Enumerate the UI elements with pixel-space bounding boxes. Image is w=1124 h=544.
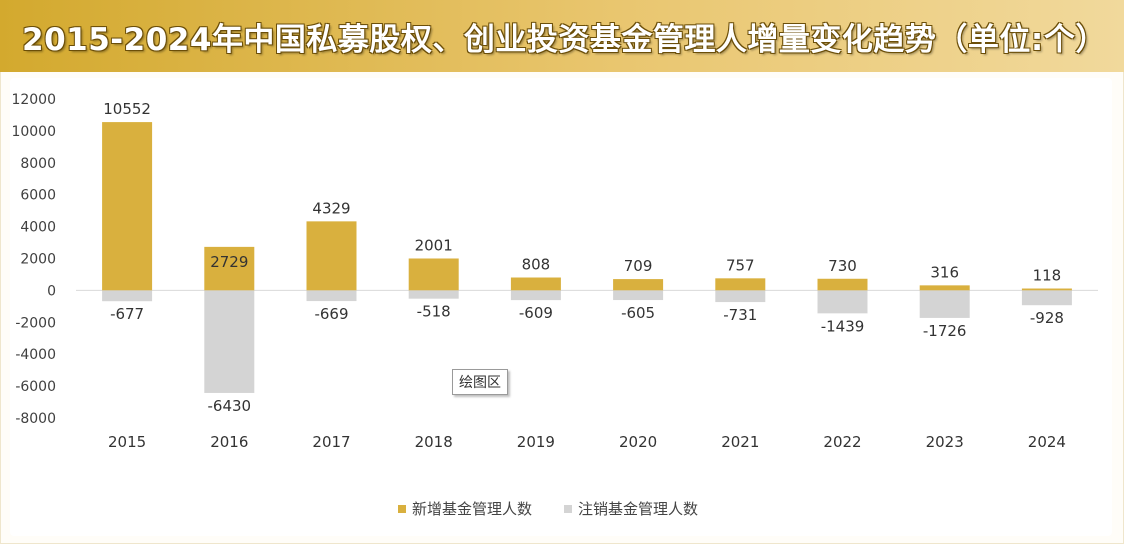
- data-label-deregistered: -6430: [208, 397, 252, 415]
- data-label-deregistered: -609: [519, 304, 553, 322]
- legend-label-deregistered: 注销基金管理人数: [578, 500, 699, 518]
- y-tick-label: 6000: [20, 188, 56, 204]
- title-bar: 2015-2024年中国私募股权、创业投资基金管理人增量变化趋势（单位:个）: [0, 0, 1124, 72]
- data-label-added: 808: [522, 256, 551, 274]
- data-label-deregistered: -1439: [821, 317, 865, 335]
- data-label-added: 10552: [103, 100, 151, 118]
- y-tick-label: 8000: [20, 156, 56, 172]
- x-tick-label: 2018: [415, 433, 453, 451]
- y-tick-label: -6000: [15, 379, 56, 395]
- bar-deregistered: [102, 290, 153, 302]
- x-tick-label: 2023: [926, 433, 964, 451]
- bar-added: [919, 285, 970, 291]
- y-tick-label: 2000: [20, 252, 56, 268]
- legend-item-added[interactable]: 新增基金管理人数: [398, 498, 532, 519]
- data-label-added: 2001: [415, 236, 453, 254]
- y-tick-label: 4000: [20, 220, 56, 236]
- bar-deregistered: [204, 290, 255, 393]
- legend-swatch-deregistered: [564, 504, 573, 513]
- data-label-added: 709: [624, 257, 653, 275]
- data-label-deregistered: -605: [621, 304, 655, 322]
- data-label-deregistered: -677: [110, 305, 144, 323]
- y-tick-label: 12000: [11, 92, 56, 108]
- data-label-deregistered: -928: [1030, 309, 1064, 327]
- legend-swatch-added: [398, 504, 406, 513]
- bar-added: [1021, 288, 1072, 291]
- bar-added: [510, 277, 561, 291]
- plot-area-tooltip: 绘图区: [452, 369, 508, 395]
- bar-added: [613, 279, 664, 291]
- bar-deregistered: [1021, 290, 1072, 306]
- data-label-added: 118: [1033, 267, 1062, 285]
- bar-deregistered: [919, 290, 970, 318]
- x-tick-label: 2016: [210, 433, 248, 451]
- legend-label-added: 新增基金管理人数: [412, 500, 533, 518]
- data-label-added: 730: [828, 257, 857, 275]
- chart-title: 2015-2024年中国私募股权、创业投资基金管理人增量变化趋势（单位:个）: [22, 21, 1107, 58]
- bar-added: [102, 122, 153, 291]
- y-tick-label: 0: [47, 283, 56, 299]
- data-label-added: 4329: [312, 199, 350, 217]
- y-tick-label: -4000: [15, 347, 56, 363]
- x-tick-label: 2017: [312, 433, 350, 451]
- bar-added: [817, 278, 868, 291]
- bar-added: [306, 221, 357, 291]
- x-tick-label: 2024: [1028, 433, 1066, 451]
- bar-deregistered: [510, 290, 561, 301]
- x-tick-label: 2019: [517, 433, 555, 451]
- y-tick-label: 10000: [11, 124, 56, 140]
- data-label-deregistered: -1726: [923, 322, 967, 340]
- data-label-deregistered: -518: [417, 303, 451, 321]
- legend-item-deregistered[interactable]: 注销基金管理人数: [564, 498, 698, 519]
- bar-added: [408, 258, 459, 291]
- chart-legend: 新增基金管理人数 注销基金管理人数: [398, 498, 698, 519]
- data-label-added: 757: [726, 256, 755, 274]
- bar-added: [204, 246, 255, 291]
- bar-deregistered: [817, 290, 868, 314]
- bar-deregistered: [715, 290, 766, 303]
- bar-deregistered: [613, 290, 664, 301]
- x-tick-label: 2020: [619, 433, 657, 451]
- data-label-deregistered: -669: [314, 305, 348, 323]
- x-tick-label: 2021: [721, 433, 759, 451]
- bar-added: [715, 278, 766, 291]
- y-tick-label: -8000: [15, 411, 56, 427]
- data-label-added: 2729: [210, 253, 248, 271]
- data-label-deregistered: -731: [723, 306, 757, 324]
- x-tick-label: 2022: [823, 433, 861, 451]
- bar-deregistered: [408, 290, 459, 299]
- data-label-added: 316: [930, 263, 959, 281]
- bar-deregistered: [306, 290, 357, 302]
- x-tick-label: 2015: [108, 433, 146, 451]
- y-tick-label: -2000: [15, 315, 56, 331]
